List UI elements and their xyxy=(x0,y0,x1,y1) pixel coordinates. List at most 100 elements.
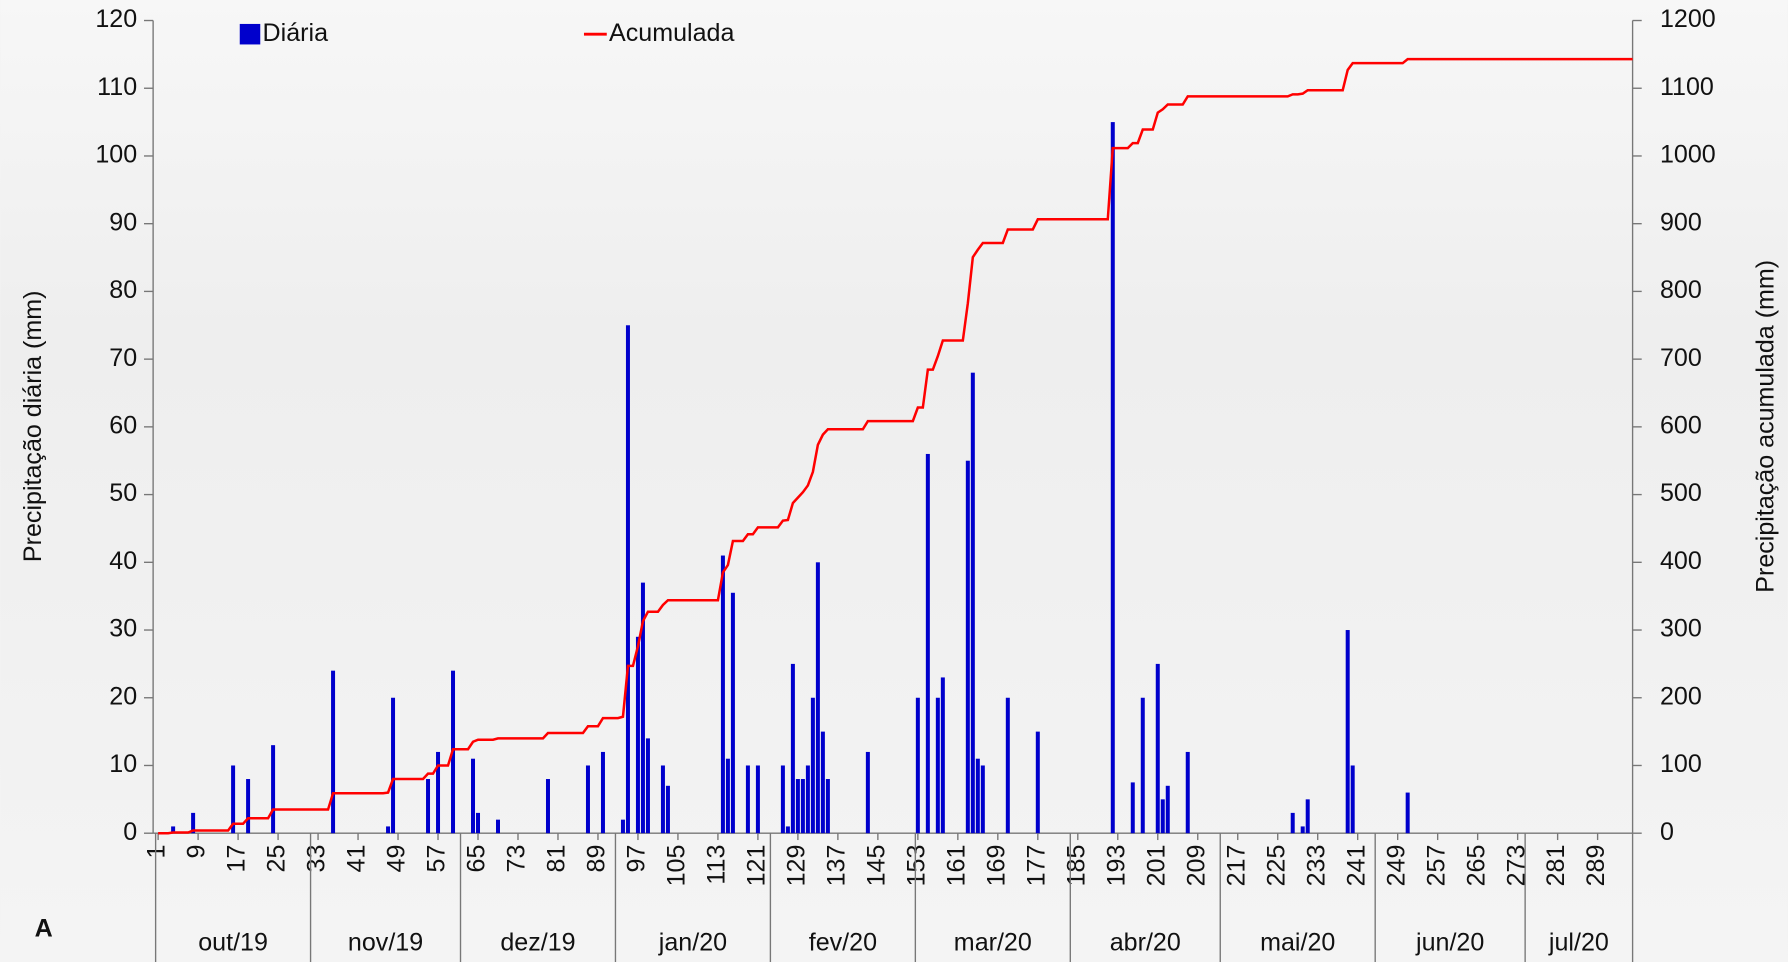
bar xyxy=(915,697,920,834)
bar xyxy=(730,592,735,834)
bar xyxy=(231,765,236,834)
bar xyxy=(620,819,625,834)
y-tick-label: 0 xyxy=(123,818,137,846)
month-label: out/19 xyxy=(198,928,268,956)
x-tick-label: 169 xyxy=(982,845,1010,887)
bar xyxy=(935,697,940,834)
bar xyxy=(1160,799,1165,834)
bar xyxy=(1290,812,1295,834)
x-tick-label: 153 xyxy=(902,845,930,887)
bar xyxy=(545,779,550,834)
bar xyxy=(1345,630,1350,834)
x-tick-label: 265 xyxy=(1462,845,1490,887)
bar xyxy=(1300,826,1305,834)
y2-tick-label: 900 xyxy=(1660,208,1702,236)
y-tick-label: 70 xyxy=(109,344,137,372)
x-tick-label: 233 xyxy=(1302,845,1330,887)
x-tick-label: 257 xyxy=(1422,845,1450,887)
bar xyxy=(745,765,750,834)
x-tick-label: 193 xyxy=(1102,845,1130,887)
x-tick-label: 129 xyxy=(783,845,811,887)
bar xyxy=(191,812,196,834)
y-tick-label: 50 xyxy=(109,479,137,507)
y2-axis-title: Precipitação acumulada (mm) xyxy=(1752,260,1780,593)
bar xyxy=(271,745,276,834)
x-tick-label: 49 xyxy=(383,845,411,873)
bar xyxy=(720,555,725,834)
y-tick-label: 40 xyxy=(109,547,137,575)
y-tick-label: 110 xyxy=(97,73,137,101)
y2-tick-label: 400 xyxy=(1660,547,1702,575)
month-label: mai/20 xyxy=(1260,928,1335,956)
x-tick-label: 97 xyxy=(623,845,651,873)
bar xyxy=(1035,731,1040,834)
bar xyxy=(1130,782,1135,834)
bar xyxy=(785,826,790,834)
bar xyxy=(865,751,870,834)
legend-label: Acumulada xyxy=(609,19,734,47)
x-tick-label: 113 xyxy=(703,845,731,885)
bar xyxy=(1350,765,1355,834)
y2-tick-label: 600 xyxy=(1660,411,1702,439)
x-tick-label: 105 xyxy=(663,845,691,887)
bar xyxy=(496,819,500,834)
bar xyxy=(1165,785,1170,834)
month-label: mar/20 xyxy=(954,928,1032,956)
bar xyxy=(1185,751,1190,834)
bar xyxy=(426,779,431,834)
y-tick-label: 10 xyxy=(109,750,137,778)
bar xyxy=(970,372,975,834)
bar xyxy=(805,765,810,834)
x-tick-label: 201 xyxy=(1142,845,1170,887)
x-tick-label: 217 xyxy=(1222,845,1250,887)
bar xyxy=(331,670,336,834)
x-tick-label: 161 xyxy=(942,845,970,887)
x-tick-label: 241 xyxy=(1342,845,1370,887)
bar xyxy=(246,779,251,834)
bar xyxy=(386,826,391,834)
bar xyxy=(790,663,795,834)
x-tick-label: 81 xyxy=(543,845,571,873)
month-label: fev/20 xyxy=(809,928,877,956)
y-tick-label: 80 xyxy=(109,276,137,304)
bar xyxy=(585,765,590,834)
y-tick-label: 30 xyxy=(109,615,137,643)
bar xyxy=(625,325,630,834)
y2-tick-label: 500 xyxy=(1660,479,1702,507)
bar xyxy=(925,453,930,834)
x-tick-label: 137 xyxy=(823,845,851,887)
y-tick-label: 20 xyxy=(109,682,137,710)
legend-label: Diária xyxy=(263,19,329,47)
bar xyxy=(965,460,970,834)
y2-tick-label: 700 xyxy=(1660,344,1702,372)
y2-tick-label: 100 xyxy=(1660,750,1702,778)
x-tick-label: 281 xyxy=(1542,845,1570,887)
x-tick-label: 57 xyxy=(423,845,451,873)
bar xyxy=(800,779,805,834)
month-label: nov/19 xyxy=(348,928,423,956)
bar xyxy=(645,738,650,834)
x-tick-label: 177 xyxy=(1022,845,1050,887)
x-tick-label: 209 xyxy=(1182,845,1210,887)
x-tick-label: 1 xyxy=(143,845,171,859)
bar xyxy=(1110,122,1115,834)
bar xyxy=(825,779,830,834)
bar xyxy=(820,731,825,834)
month-label: jul/20 xyxy=(1548,928,1609,956)
x-tick-label: 17 xyxy=(223,845,251,873)
bar xyxy=(436,751,441,834)
bar xyxy=(600,751,605,834)
bar xyxy=(1405,792,1410,834)
bar xyxy=(476,812,481,834)
bar xyxy=(940,677,945,834)
y-tick-label: 90 xyxy=(109,208,137,236)
x-tick-label: 33 xyxy=(303,845,331,873)
bar xyxy=(810,697,815,834)
x-tick-label: 249 xyxy=(1382,845,1410,887)
bar xyxy=(1140,697,1145,834)
y2-tick-label: 0 xyxy=(1660,818,1674,846)
y2-tick-label: 800 xyxy=(1660,276,1702,304)
